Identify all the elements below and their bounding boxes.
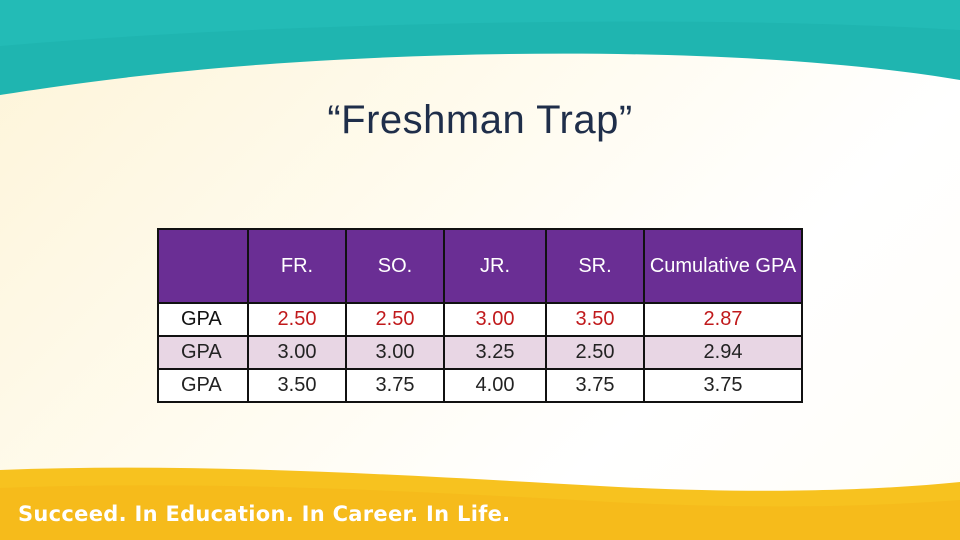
table-cell: 3.00 [345, 335, 445, 370]
gpa-table: FR. SO. JR. SR. Cumulative GPA GPA 2.50 … [157, 228, 803, 403]
bottom-wave-band [0, 467, 960, 540]
table-cell: 3.75 [545, 368, 645, 403]
table-cell-cumulative: 2.87 [643, 302, 803, 337]
table-cell: 3.75 [345, 368, 445, 403]
header-cumulative-gpa: Cumulative GPA [643, 228, 803, 304]
header-senior: SR. [545, 228, 645, 304]
row-label: GPA [157, 302, 249, 337]
table-row: GPA 3.50 3.75 4.00 3.75 3.75 [157, 368, 803, 403]
table-header-row: FR. SO. JR. SR. Cumulative GPA [157, 228, 803, 304]
table-row: GPA 2.50 2.50 3.00 3.50 2.87 [157, 302, 803, 337]
footer-tagline: Succeed. In Education. In Career. In Lif… [18, 502, 511, 526]
table-cell: 2.50 [247, 302, 347, 337]
table-cell: 3.00 [247, 335, 347, 370]
row-label: GPA [157, 368, 249, 403]
header-empty-cell [157, 228, 249, 304]
header-freshman: FR. [247, 228, 347, 304]
table-cell: 2.50 [545, 335, 645, 370]
header-junior: JR. [443, 228, 547, 304]
top-wave-band [0, 0, 960, 95]
table-cell: 3.50 [247, 368, 347, 403]
slide-title: “Freshman Trap” [327, 98, 633, 142]
table-cell: 3.50 [545, 302, 645, 337]
table-cell-cumulative: 2.94 [643, 335, 803, 370]
table-cell: 4.00 [443, 368, 547, 403]
table-cell: 3.25 [443, 335, 547, 370]
header-sophomore: SO. [345, 228, 445, 304]
gpa-table-container: FR. SO. JR. SR. Cumulative GPA GPA 2.50 … [157, 228, 803, 403]
table-cell-cumulative: 3.75 [643, 368, 803, 403]
table-cell: 2.50 [345, 302, 445, 337]
table-row: GPA 3.00 3.00 3.25 2.50 2.94 [157, 335, 803, 370]
table-cell: 3.00 [443, 302, 547, 337]
row-label: GPA [157, 335, 249, 370]
